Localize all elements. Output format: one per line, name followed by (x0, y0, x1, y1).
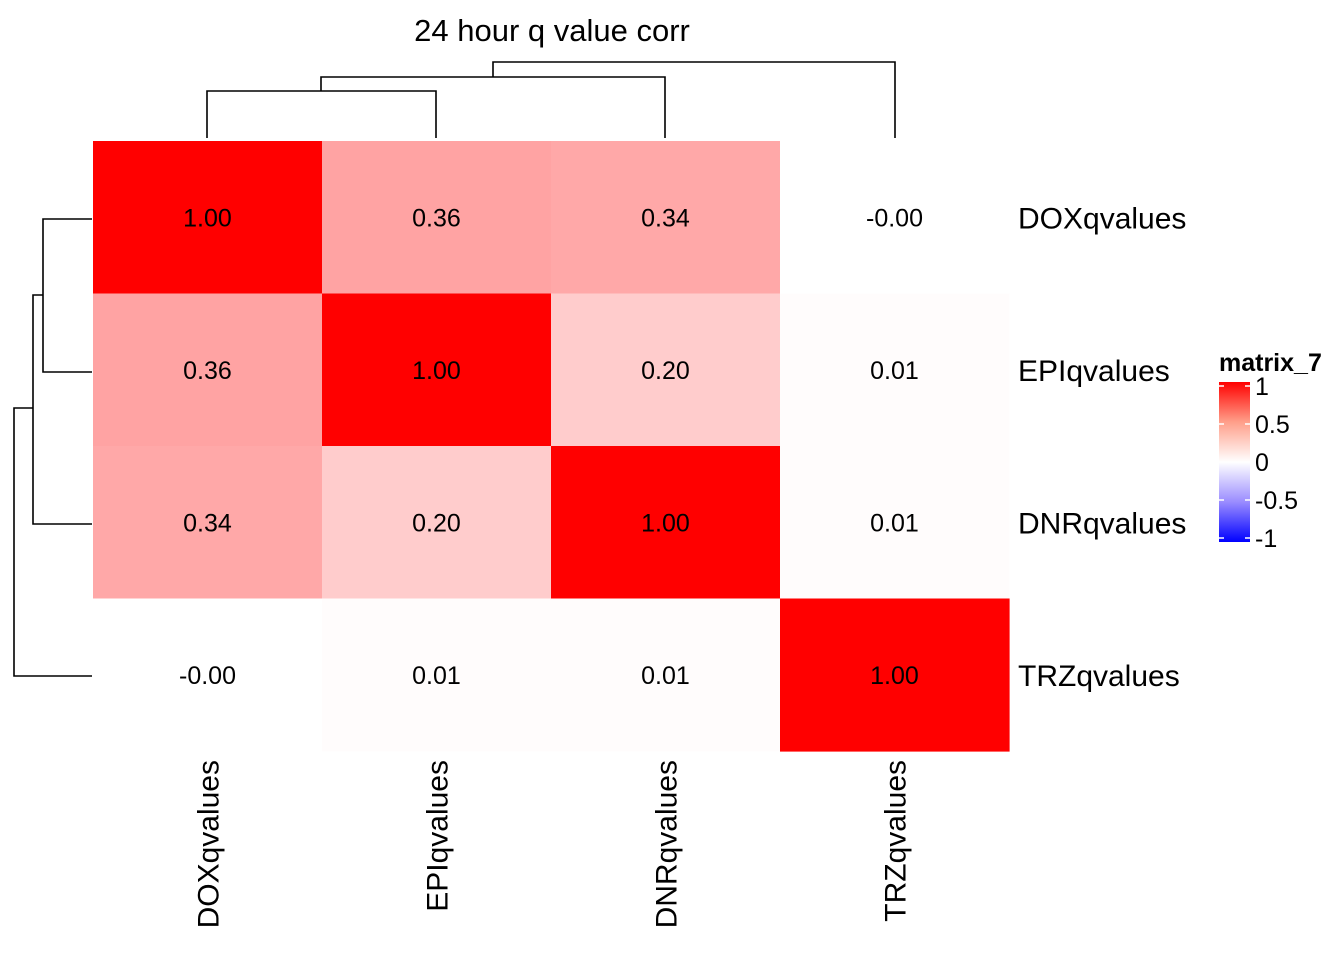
heatmap-cell (551, 598, 781, 752)
legend-ticks: 1 0.5 0 -0.5 -1 (1219, 373, 1298, 553)
row-label: DOXqvalues (1018, 202, 1186, 235)
column-dendrogram-branch-root-trz (492, 61, 896, 138)
cell-value-label: -0.00 (179, 662, 236, 690)
cell-value-label: 0.36 (412, 204, 461, 232)
cell-value-label: 1.00 (641, 509, 690, 537)
cell-value-label: 0.01 (870, 357, 919, 385)
row-dendrogram-branch-dox-epi (42, 218, 92, 373)
heatmap-cell (551, 293, 781, 447)
row-dendrogram-branch-root-trz (13, 407, 92, 677)
row-label: TRZqvalues (1018, 660, 1180, 693)
column-label: DOXqvalues (193, 760, 226, 928)
heatmap-cell (322, 598, 552, 752)
column-dendrogram-branch-doxepi-dnr (320, 76, 666, 138)
legend-tick-label: -1 (1255, 525, 1277, 553)
cell-value-label: 1.00 (412, 357, 461, 385)
cell-value-label: 1.00 (183, 204, 232, 232)
heatmap-cell (93, 141, 323, 295)
cell-value-label: 0.01 (870, 509, 919, 537)
legend-tick-label: -0.5 (1255, 487, 1298, 515)
column-label: TRZqvalues (880, 760, 913, 922)
heatmap-cell (551, 141, 781, 295)
heatmap-cell (780, 141, 1010, 295)
heatmap-cell (93, 446, 323, 600)
heatmap-cell (93, 293, 323, 447)
legend-tick-label: 0.5 (1255, 411, 1290, 439)
legend-color-bar (1219, 382, 1250, 542)
cell-value-label: 0.01 (412, 662, 461, 690)
legend-tick-label: 1 (1255, 373, 1269, 401)
cell-value-label: 0.20 (412, 509, 461, 537)
heatmap-cell (93, 598, 323, 752)
column-labels: DOXqvalues EPIqvalues DNRqvalues TRZqvalues (193, 760, 913, 928)
cell-value-label: 1.00 (870, 662, 919, 690)
heatmap-cell (780, 446, 1010, 600)
cell-value-label: 0.20 (641, 357, 690, 385)
column-label: DNRqvalues (651, 760, 684, 928)
heatmap-cell (780, 598, 1010, 752)
cell-value-label: -0.00 (866, 204, 923, 232)
column-label: EPIqvalues (422, 760, 455, 912)
heatmap-cell (780, 293, 1010, 447)
color-legend: matrix_7 1 0.5 0 -0.5 -1 (1219, 349, 1322, 553)
cell-value-label: 0.36 (183, 357, 232, 385)
column-dendrogram (206, 61, 896, 138)
cell-value-label: 0.34 (183, 509, 232, 537)
heatmap-cell (551, 446, 781, 600)
column-dendrogram-branch-dox-epi (206, 90, 437, 138)
row-dendrogram-branch-doxepi-dnr (32, 294, 92, 525)
chart-title: 24 hour q value corr (414, 13, 690, 48)
heatmap-cell (322, 141, 552, 295)
cell-value-label: 0.01 (641, 662, 690, 690)
row-labels: DOXqvalues EPIqvalues DNRqvalues TRZqvalues (1018, 202, 1186, 693)
cell-value-labels: 1.00 0.36 0.34 -0.00 0.36 1.00 0.20 0.01 0.34 0.2… (179, 204, 923, 690)
cell-value-label: 0.34 (641, 204, 690, 232)
legend-tick-label: 0 (1255, 449, 1269, 477)
row-dendrogram (13, 218, 92, 677)
legend-title: matrix_7 (1219, 349, 1322, 377)
heatmap-cell (322, 293, 552, 447)
row-label: EPIqvalues (1018, 355, 1170, 388)
heatmap-cell (322, 446, 552, 600)
row-label: DNRqvalues (1018, 507, 1186, 540)
heatmap-cells (93, 141, 1010, 752)
